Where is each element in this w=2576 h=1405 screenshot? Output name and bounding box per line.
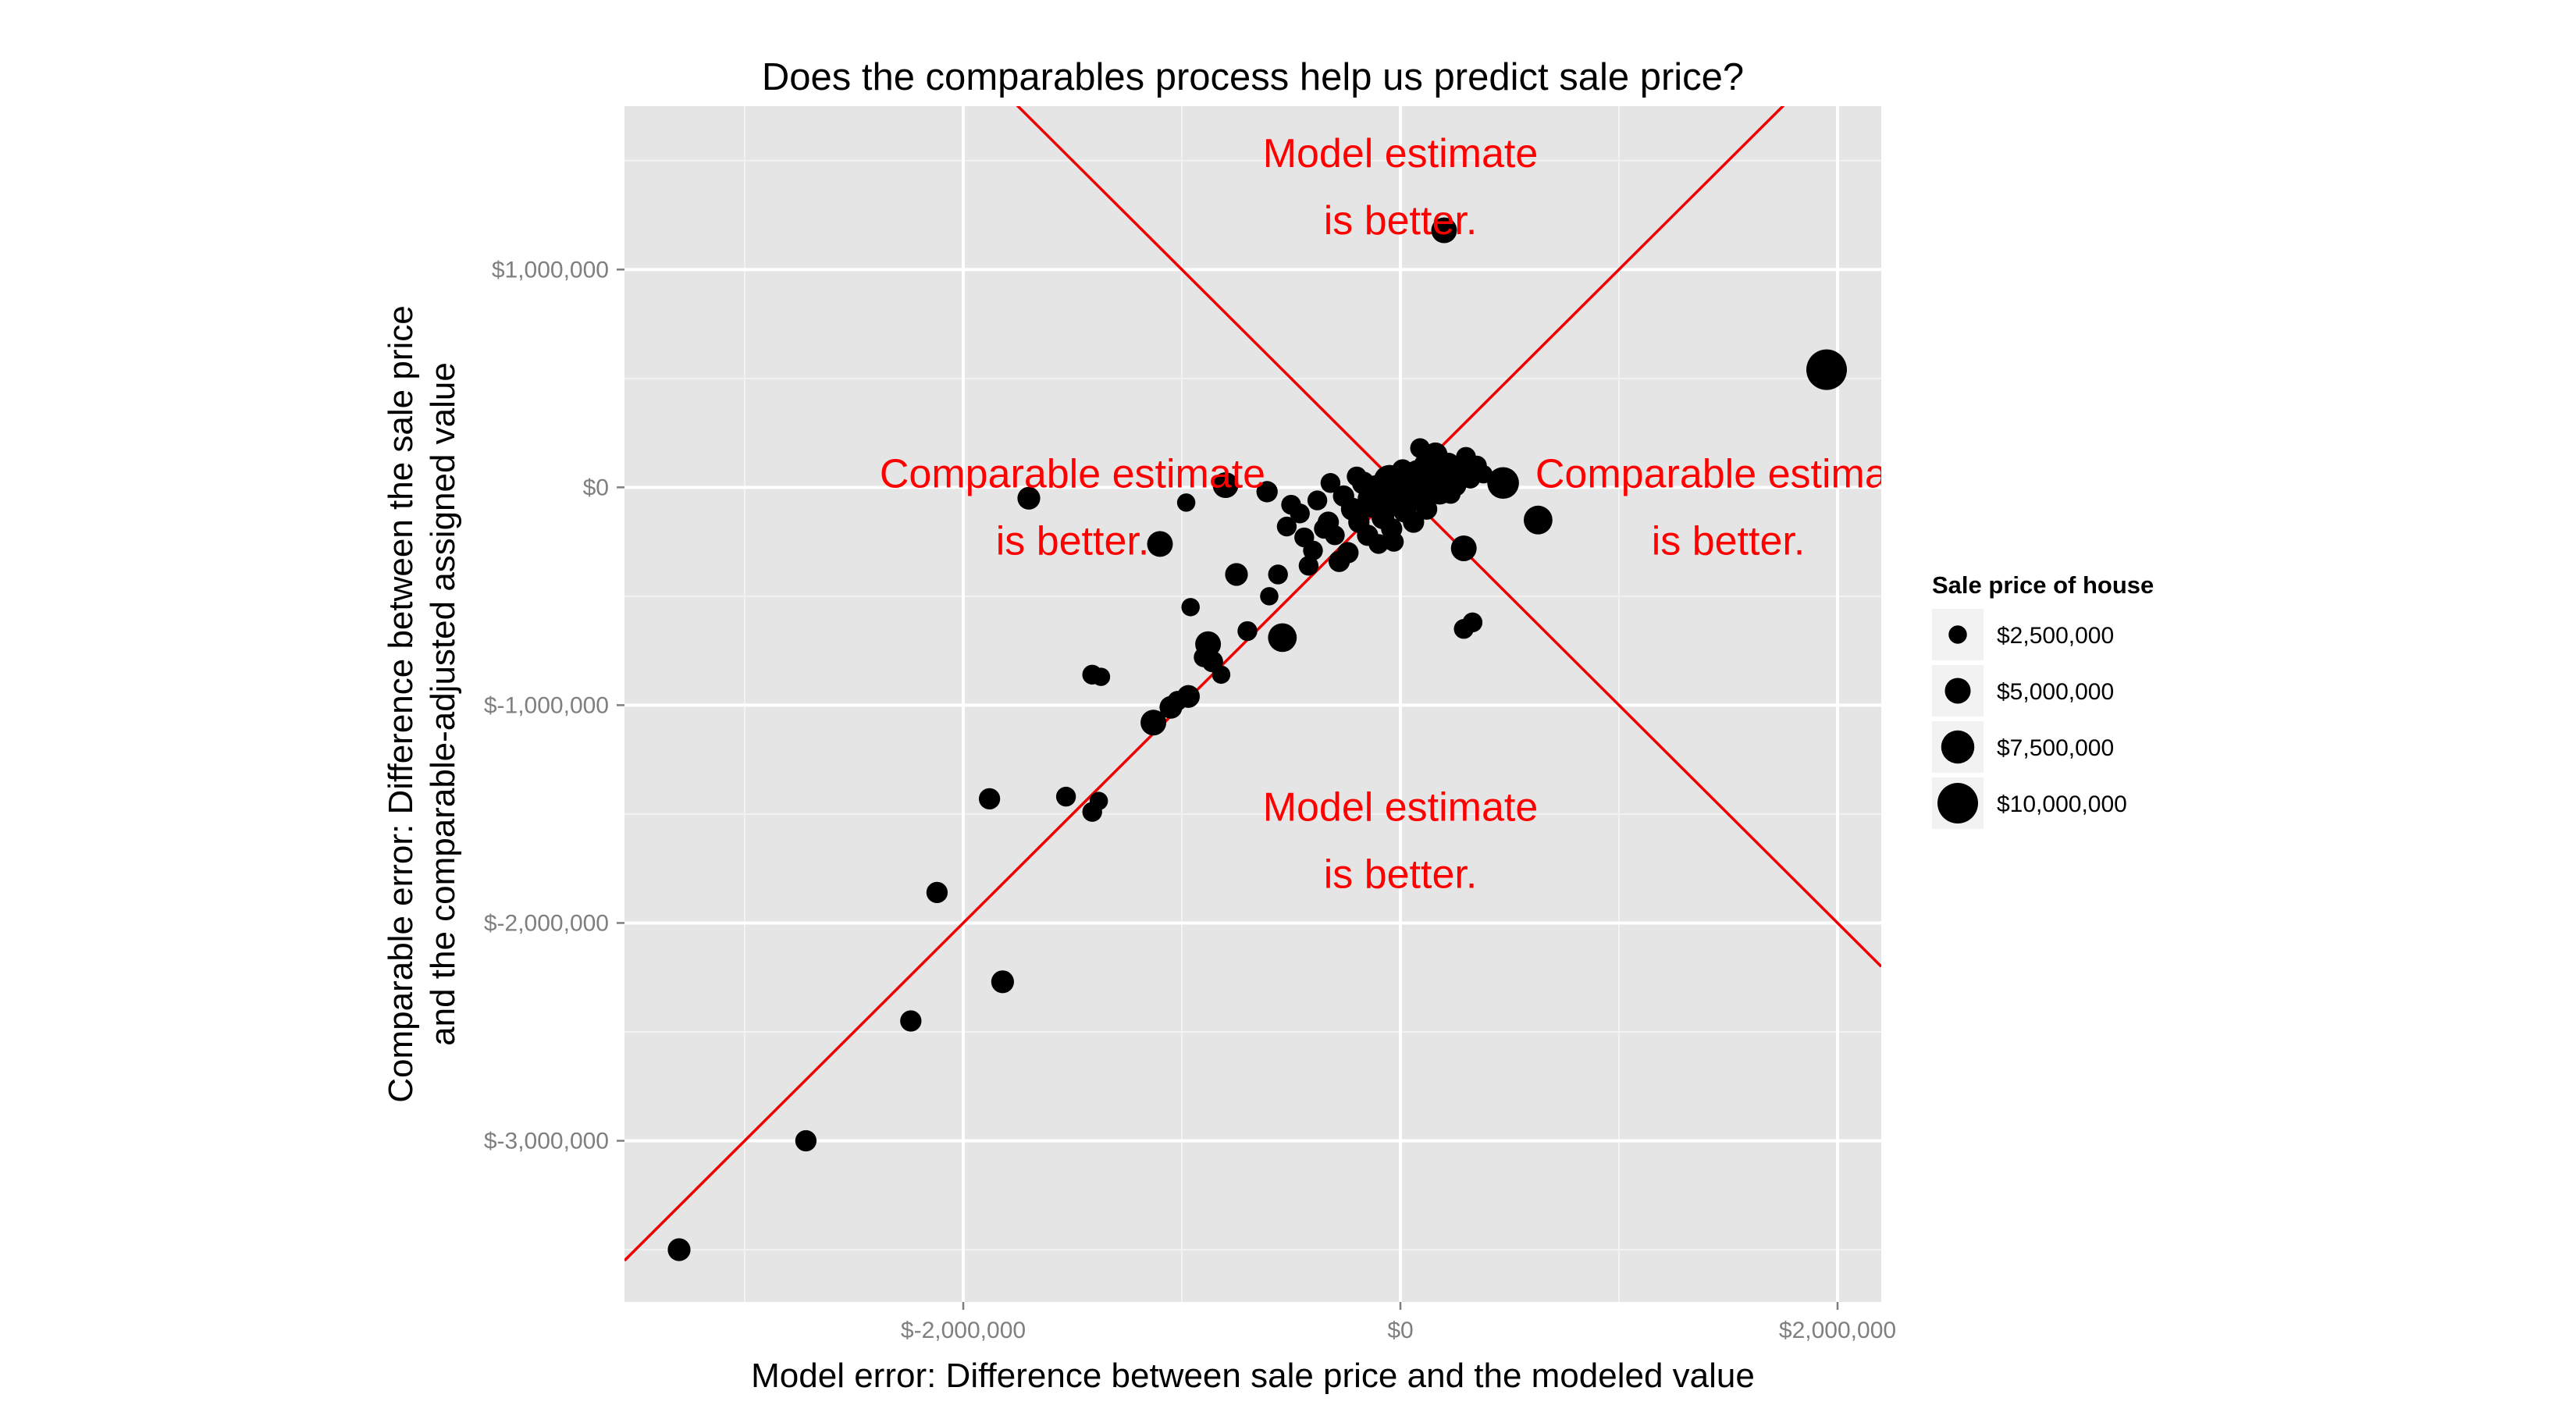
data-point: [1403, 511, 1425, 533]
data-point: [1140, 710, 1167, 736]
region-annotation: Comparable estimate is better.: [880, 451, 1265, 564]
data-point: [1055, 786, 1076, 807]
data-point: [1383, 532, 1404, 552]
data-point: [1415, 498, 1438, 520]
data-point: [1256, 481, 1278, 503]
x-axis-title: Model error: Difference between sale pri…: [751, 1357, 1755, 1395]
legend-key-point: [1948, 625, 1967, 644]
data-point: [1212, 665, 1231, 685]
data-point: [1089, 791, 1108, 810]
x-tick-label: $0: [1387, 1318, 1413, 1343]
data-point: [1474, 464, 1493, 484]
x-axis-ticks: $-2,000,000 $0 $2,000,000: [901, 1302, 1896, 1343]
x-tick-label: $2,000,000: [1779, 1318, 1896, 1343]
data-point: [1276, 516, 1297, 537]
data-point: [1268, 623, 1297, 653]
y-tick-label: $1,000,000: [492, 257, 609, 283]
legend-label: $10,000,000: [1997, 791, 2127, 817]
data-point: [1176, 493, 1196, 512]
data-point: [991, 970, 1014, 994]
data-point: [1091, 667, 1111, 686]
data-point: [978, 788, 1001, 810]
data-point: [1328, 550, 1350, 572]
data-point: [1368, 534, 1389, 554]
reference-line: [1016, 106, 1881, 968]
legend-label: $5,000,000: [1997, 679, 2114, 705]
data-point: [1181, 598, 1200, 617]
data-point: [1440, 484, 1461, 504]
data-point: [1225, 563, 1248, 586]
data-point: [1307, 490, 1328, 510]
region-annotation: Model estimate is better.: [1263, 784, 1539, 897]
data-point: [1167, 691, 1188, 711]
data-point: [1524, 505, 1553, 535]
y-axis-ticks: $1,000,000 $0 $-1,000,000 $-2,000,000 $-3,00…: [484, 257, 624, 1154]
data-point: [1194, 647, 1214, 667]
data-point: [1320, 473, 1341, 493]
data-point: [1487, 467, 1519, 500]
legend-entries: $2,500,000 $5,000,000 $7,500,000 $10,000,00…: [1932, 609, 2127, 829]
y-tick-label: $-2,000,000: [484, 910, 609, 936]
region-annotation: Model estimate is better.: [1263, 131, 1539, 244]
y-tick-label: $0: [583, 475, 609, 500]
legend-title: Sale price of house: [1932, 571, 2154, 599]
data-point: [667, 1238, 691, 1261]
legend-label: $7,500,000: [1997, 735, 2114, 761]
data-point: [1237, 621, 1258, 642]
x-tick-label: $-2,000,000: [901, 1318, 1026, 1343]
data-point: [1431, 217, 1457, 244]
data-point: [1806, 349, 1847, 390]
y-axis-title-line2: and the comparable-adjusted assigned val…: [424, 362, 462, 1046]
data-point: [1347, 466, 1367, 487]
data-point: [900, 1010, 922, 1032]
chart-title: Does the comparables process help us pre…: [762, 56, 1744, 98]
legend-key-point: [1937, 783, 1978, 823]
y-tick-label: $-3,000,000: [484, 1129, 609, 1154]
data-point: [1429, 451, 1450, 471]
data-point: [1373, 464, 1406, 497]
data-point: [1260, 587, 1279, 606]
y-tick-label: $-1,000,000: [484, 692, 609, 718]
data-point: [1017, 486, 1041, 510]
size-legend: Sale price of house $2,500,000 $5,000,000…: [1932, 571, 2154, 829]
legend-key-point: [1941, 730, 1975, 764]
data-point: [795, 1129, 817, 1152]
data-point: [1298, 556, 1319, 576]
major-gridlines: [624, 106, 1881, 1302]
data-point: [1462, 612, 1483, 633]
data-point: [1303, 540, 1323, 560]
legend-key-point: [1944, 678, 1971, 704]
data-point: [1314, 518, 1334, 539]
data-points: [667, 217, 1847, 1261]
region-annotation: Comparable estimate is better.: [1535, 451, 1921, 564]
data-point: [1410, 438, 1430, 458]
data-point: [1450, 535, 1477, 561]
data-point: [1268, 564, 1288, 585]
data-point: [1212, 472, 1239, 499]
data-point: [1290, 503, 1310, 524]
data-point: [1357, 488, 1378, 508]
data-point: [926, 881, 948, 904]
y-axis-title-line1: Comparable error: Difference between the…: [382, 305, 420, 1103]
data-point: [1147, 531, 1173, 557]
legend-label: $2,500,000: [1997, 623, 2114, 649]
region-annotations: Model estimate is better. Comparable estim…: [880, 131, 1921, 897]
